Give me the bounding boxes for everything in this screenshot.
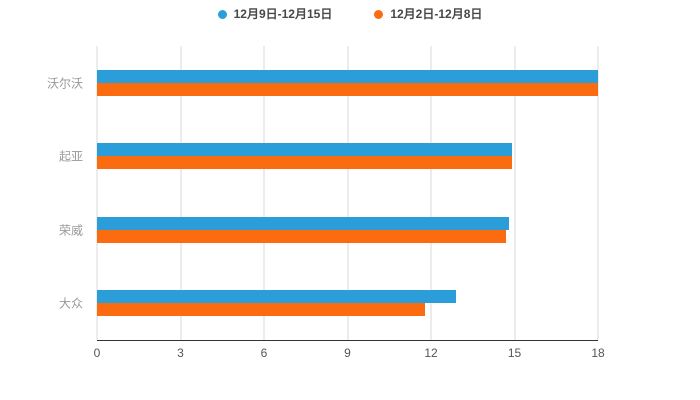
gridline xyxy=(514,46,515,340)
gridline xyxy=(96,46,98,340)
x-tick-label: 6 xyxy=(260,346,268,360)
x-tick-label: 18 xyxy=(591,346,605,360)
x-tick-label: 12 xyxy=(424,346,438,360)
gridline xyxy=(347,46,348,340)
bar[interactable] xyxy=(97,156,512,170)
x-axis-labels: 0 3 6 9 12 15 18 xyxy=(93,346,605,363)
category-label: 起亚 xyxy=(58,149,83,164)
category-label: 大众 xyxy=(58,296,83,311)
bar[interactable] xyxy=(97,69,598,83)
gridline xyxy=(430,46,432,340)
category-label: 荣威 xyxy=(58,223,83,238)
x-tick-label: 15 xyxy=(507,346,522,360)
legend-item[interactable]: 12月2日-12月8日 xyxy=(374,8,482,20)
gridline xyxy=(180,46,181,340)
gridline xyxy=(263,46,265,340)
y-axis-labels: 沃尔沃起亚荣威大众 xyxy=(0,46,89,340)
category-label: 沃尔沃 xyxy=(46,76,83,91)
bar[interactable] xyxy=(97,290,457,304)
bar[interactable] xyxy=(97,143,512,157)
x-tick-label: 0 xyxy=(93,346,101,360)
legend-dot-icon xyxy=(217,9,227,19)
gridline xyxy=(597,46,599,340)
legend-label: 12月9日-12月15日 xyxy=(233,7,333,21)
bar[interactable] xyxy=(97,303,426,317)
legend-item[interactable]: 12月9日-12月15日 xyxy=(217,7,333,21)
x-tick-label: 9 xyxy=(344,346,351,360)
legend-label: 12月2日-12月8日 xyxy=(390,7,483,21)
bar[interactable] xyxy=(97,82,598,96)
bar[interactable] xyxy=(97,216,509,230)
legend: 12月9日-12月15日 12月2日-12月8日 xyxy=(0,8,700,20)
bar[interactable] xyxy=(97,229,507,243)
plot-area xyxy=(96,46,599,341)
x-tick-label: 3 xyxy=(177,346,184,360)
legend-dot-icon xyxy=(374,9,384,19)
